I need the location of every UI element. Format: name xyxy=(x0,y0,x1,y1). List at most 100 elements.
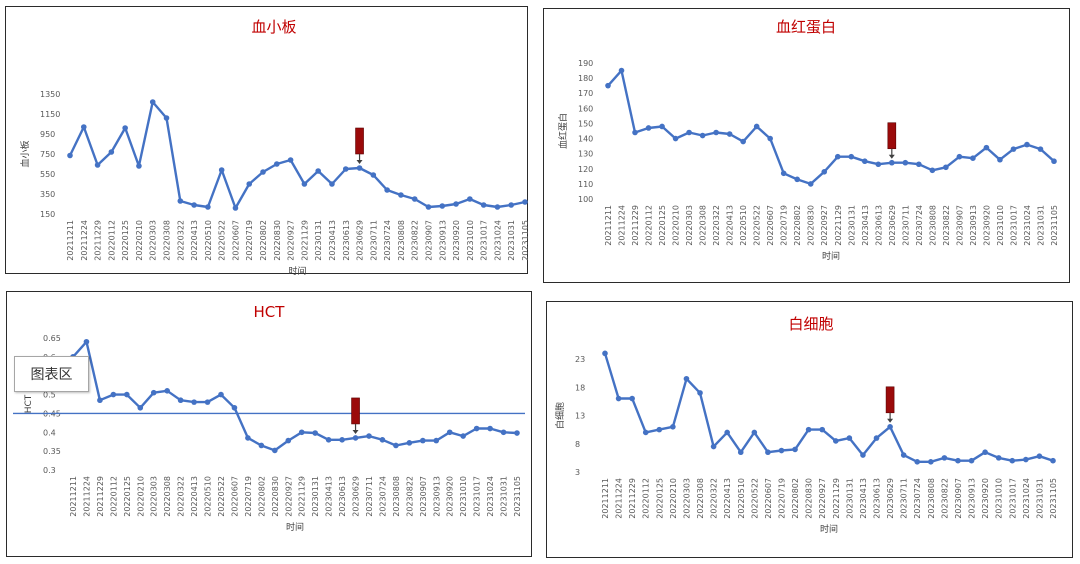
wbc-xtick: 20211224 xyxy=(615,478,624,519)
wbc-event-marker xyxy=(885,386,895,423)
hct-xtick: 20230413 xyxy=(325,476,334,517)
hct-xtick: 20220719 xyxy=(244,476,253,517)
chart-wbc[interactable]: 白细胞 3 8 13 18 23 白细胞 20211211 20211224 20211229 20… xyxy=(546,301,1073,558)
wbc-point xyxy=(1050,457,1056,464)
hemoglobin-xtick: 20220522 xyxy=(753,205,762,246)
hct-xtick: 20220927 xyxy=(284,476,293,517)
hemoglobin-ytick: 160 xyxy=(578,104,593,113)
platelet-point xyxy=(522,199,528,205)
chart-hct-svg: HCT0.30.350.40.450.50.550.60.65HCT202112… xyxy=(13,303,525,533)
hct-xtick: 20230907 xyxy=(419,476,428,517)
platelet-point xyxy=(191,202,197,208)
platelet-ytick: 750 xyxy=(40,150,55,159)
hct-point xyxy=(177,397,184,404)
wbc-point xyxy=(1009,457,1016,464)
platelet-point xyxy=(356,165,363,171)
hemoglobin-point xyxy=(753,123,760,130)
hemoglobin-xtick: 20220112 xyxy=(645,205,654,246)
hemoglobin-point xyxy=(740,138,746,145)
wbc-point xyxy=(873,435,880,441)
hct-point xyxy=(97,397,103,404)
hct-point xyxy=(460,433,466,439)
tooltip-label: 图表区 xyxy=(30,367,73,383)
hemoglobin-ytick: 120 xyxy=(578,165,593,174)
hct-xtick: 20220210 xyxy=(136,476,145,517)
platelet-xtick: 20230711 xyxy=(369,220,378,261)
wbc-title: 白细胞 xyxy=(788,315,833,333)
chart-platelet[interactable]: 血小板 150 350 550 750 950 1150 1350 血小板 20211211 202… xyxy=(5,6,530,277)
platelet-ytick: 1150 xyxy=(40,110,60,119)
hemoglobin-ytick: 150 xyxy=(578,119,593,128)
platelet-series-line xyxy=(68,100,526,210)
hemoglobin-xtick: 20231010 xyxy=(996,205,1005,246)
hemoglobin-xtick: 20220607 xyxy=(766,205,775,246)
hct-xtick: 20230920 xyxy=(446,476,455,517)
hct-point xyxy=(473,425,480,432)
wbc-point xyxy=(860,452,866,458)
platelet-xtick: 20220607 xyxy=(231,220,240,261)
hemoglobin-xtick: 20230724 xyxy=(915,205,924,246)
platelet-xtick: 20220125 xyxy=(121,220,130,261)
wbc-xtick: 20220125 xyxy=(655,478,664,519)
platelet-xlabel: 时间 xyxy=(288,265,306,277)
hemoglobin-point xyxy=(821,169,828,175)
chart-hemoglobin[interactable]: 血红蛋白 100 110 120 130 140 150 160 170 180 190 血红蛋白 20… xyxy=(543,8,1070,283)
hemoglobin-ytick: 130 xyxy=(578,150,593,159)
hct-xtick: 20230131 xyxy=(311,476,320,517)
hct-point xyxy=(272,447,278,454)
hct-point xyxy=(379,437,386,443)
wbc-xtick: 20211211 xyxy=(601,478,610,519)
hct-point xyxy=(312,430,318,436)
hemoglobin-ytick: 170 xyxy=(578,89,593,98)
platelet-point xyxy=(384,187,390,193)
platelet-point xyxy=(467,196,473,202)
hemoglobin-point xyxy=(794,176,801,183)
hct-point xyxy=(406,440,413,446)
hemoglobin-point xyxy=(1051,158,1057,165)
hemoglobin-point xyxy=(848,153,855,160)
wbc-point xyxy=(697,390,703,396)
hemoglobin-ytick: 110 xyxy=(578,180,593,189)
platelet-xtick: 20211229 xyxy=(94,220,103,261)
hemoglobin-xtick: 20211211 xyxy=(604,205,613,246)
platelet-xtick: 20220802 xyxy=(259,220,268,261)
wbc-xtick: 20220802 xyxy=(791,478,800,519)
platelet-ytick: 950 xyxy=(40,130,55,139)
wbc-xtick: 20230413 xyxy=(859,478,868,519)
hct-xlabel: 时间 xyxy=(286,521,304,533)
hct-xtick: 20220510 xyxy=(204,476,213,517)
chart-hct[interactable]: HCT0.30.350.40.450.50.550.60.65HCT202112… xyxy=(6,291,532,557)
hemoglobin-xtick: 20230920 xyxy=(982,205,991,246)
platelet-ytick: 1350 xyxy=(40,90,60,99)
hct-xtick: 20230913 xyxy=(432,476,441,517)
platelet-xtick: 20211224 xyxy=(80,220,89,261)
hemoglobin-xtick: 20230711 xyxy=(901,205,910,246)
hemoglobin-point xyxy=(780,170,787,177)
platelet-ylabel: 血小板 xyxy=(19,140,31,167)
hct-xtick: 20220125 xyxy=(123,476,132,517)
platelet-point xyxy=(342,166,349,172)
hemoglobin-ytick: 180 xyxy=(578,74,593,83)
hct-ytick: 0.65 xyxy=(43,334,61,343)
hemoglobin-point xyxy=(1010,146,1017,152)
hemoglobin-xtick: 20220927 xyxy=(820,205,829,246)
hct-point xyxy=(164,388,170,394)
wbc-point xyxy=(1036,453,1043,459)
wbc-xtick: 20231024 xyxy=(1022,478,1031,519)
platelet-point xyxy=(301,181,308,187)
hemoglobin-point xyxy=(645,125,652,131)
hct-point xyxy=(366,433,372,439)
platelet-point xyxy=(163,115,170,121)
hemoglobin-xtick: 20220802 xyxy=(793,205,802,246)
wbc-xlabel: 时间 xyxy=(820,523,838,535)
wbc-xtick: 20231010 xyxy=(995,478,1004,519)
platelet-point xyxy=(315,168,321,174)
wbc-xtick: 20220927 xyxy=(818,478,827,519)
wbc-point xyxy=(805,426,812,433)
hct-xtick: 20231024 xyxy=(486,476,495,517)
wbc-xtick: 20220830 xyxy=(805,478,814,519)
platelet-point xyxy=(177,198,184,204)
hct-xtick: 20230808 xyxy=(392,476,401,517)
wbc-xtick: 20220322 xyxy=(710,478,719,519)
hemoglobin-xtick: 20230413 xyxy=(861,205,870,246)
